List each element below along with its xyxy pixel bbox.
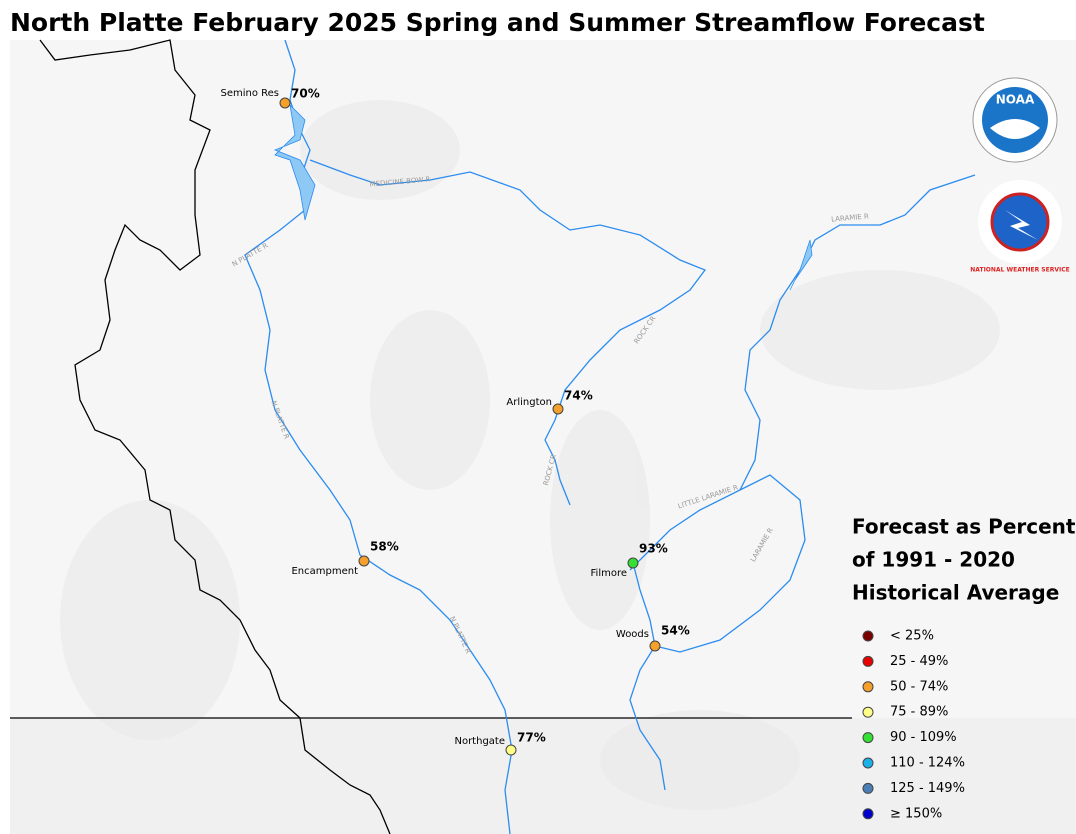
noaa-logo: NOAA (972, 77, 1058, 163)
station-name: Northgate (454, 736, 505, 747)
legend-label: 125 - 149% (890, 781, 965, 796)
legend-label: 50 - 74% (890, 679, 948, 694)
station-name: Semino Res (220, 88, 279, 99)
rivers (244, 39, 976, 834)
station-marker (505, 744, 517, 756)
legend-swatch (862, 808, 874, 820)
legend-label: 75 - 89% (890, 705, 948, 720)
legend-label: ≥ 150% (890, 806, 942, 821)
borders (10, 39, 852, 834)
station-name: Filmore (591, 568, 627, 579)
station-percent: 58% (370, 540, 399, 554)
noaa-text: NOAA (996, 93, 1035, 107)
legend-swatch (862, 782, 874, 794)
legend-title: of 1991 - 2020 (852, 548, 1015, 572)
station-percent: 74% (564, 389, 593, 403)
legend-swatch (862, 630, 874, 642)
legend-swatch (862, 706, 874, 718)
legend-label: < 25% (890, 629, 934, 644)
station-percent: 93% (639, 542, 668, 556)
legend-label: 90 - 109% (890, 730, 957, 745)
map-title: North Platte February 2025 Spring and Su… (10, 8, 985, 37)
legend-title: Forecast as Percent (852, 515, 1076, 539)
legend-label: 25 - 49% (890, 654, 948, 669)
station-marker (279, 97, 291, 109)
nws-logo: NATIONAL WEATHER SERVICE (970, 180, 1070, 274)
county-line (39, 39, 391, 834)
legend-label: 110 - 124% (890, 756, 965, 771)
legend-swatch (862, 732, 874, 744)
nws-text: NATIONAL WEATHER SERVICE (970, 267, 1069, 274)
station-marker (358, 555, 370, 567)
station-percent: 70% (291, 87, 320, 101)
station-marker (552, 403, 564, 415)
legend-swatch (862, 681, 874, 693)
river-label: LARAMIE R (831, 212, 870, 223)
station-marker (649, 640, 661, 652)
station-marker (627, 557, 639, 569)
legend-title: Historical Average (852, 581, 1059, 605)
station-name: Arlington (506, 397, 552, 408)
colorado-shade (10, 718, 1076, 834)
legend-swatch (862, 757, 874, 769)
station-name: Woods (616, 629, 649, 640)
station-percent: 54% (661, 624, 690, 638)
station-percent: 77% (517, 731, 546, 745)
legend-swatch (862, 655, 874, 667)
station-name: Encampment (291, 566, 358, 577)
